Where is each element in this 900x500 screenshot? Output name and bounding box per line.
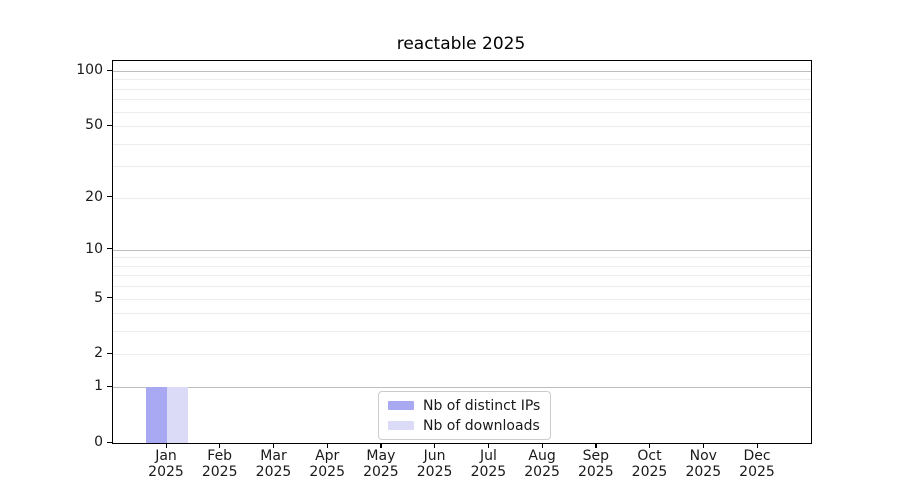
y-tick-label-1: 1: [94, 378, 103, 395]
x-tick-label-sep-2025: Sep 2025: [577, 448, 614, 480]
x-tick-mar-2025: [273, 443, 275, 449]
x-tick-jul-2025: [487, 443, 490, 449]
y-tick-10: [107, 248, 112, 250]
gridline-major-1: [113, 387, 811, 389]
legend-label-downloads: Nb of downloads: [423, 417, 540, 434]
x-tick-dec-2025: [756, 443, 758, 449]
gridline-minor-9: [113, 257, 811, 259]
x-tick-label-nov-2025: Nov 2025: [685, 448, 722, 480]
gridline-minor-70: [113, 99, 811, 101]
gridline-minor-5: [113, 298, 811, 300]
x-tick-label-jun-2025: Jun 2025: [416, 448, 453, 480]
y-tick-label-100: 100: [76, 62, 103, 78]
y-tick-label-2: 2: [94, 345, 103, 362]
x-tick-apr-2025: [326, 443, 328, 449]
gridline-minor-40: [113, 143, 811, 145]
gridline-minor-3: [113, 331, 811, 333]
legend-item-distinct-ips: Nb of distinct IPs: [388, 397, 540, 414]
gridline-minor-30: [113, 166, 811, 168]
bar-nb-of-downloads-jan-2025: [167, 387, 188, 443]
legend-label-distinct-ips: Nb of distinct IPs: [423, 397, 541, 414]
y-tick-50: [107, 124, 112, 126]
gridline-major-100: [113, 71, 811, 72]
gridline-major-10: [113, 249, 811, 251]
y-tick-label-10: 10: [85, 240, 103, 257]
y-tick-5: [107, 297, 112, 299]
bar-nb-of-distinct-ips-jan-2025: [146, 387, 167, 443]
x-tick-label-aug-2025: Aug 2025: [524, 448, 560, 480]
gridline-minor-2: [113, 354, 811, 356]
gridline-minor-6: [113, 286, 811, 288]
x-tick-oct-2025: [649, 443, 651, 449]
y-tick-2: [107, 352, 112, 355]
chart-title: reactable 2025: [396, 34, 526, 54]
gridline-minor-60: [113, 111, 811, 113]
y-tick-label-0: 0: [94, 434, 103, 450]
y-tick-label-20: 20: [85, 188, 103, 205]
x-tick-label-dec-2025: Dec 2025: [739, 448, 775, 480]
x-tick-nov-2025: [702, 443, 705, 449]
x-tick-label-jul-2025: Jul 2025: [470, 448, 507, 480]
x-tick-label-oct-2025: Oct 2025: [631, 448, 668, 480]
gridline-minor-4: [113, 313, 811, 315]
x-tick-label-may-2025: May 2025: [363, 448, 399, 480]
x-tick-feb-2025: [219, 443, 221, 449]
legend-swatch-distinct-ips: [388, 401, 414, 410]
legend: Nb of distinct IPs Nb of downloads: [378, 391, 552, 440]
gridline-minor-80: [113, 88, 811, 90]
plot-area: Nb of distinct IPs Nb of downloads: [112, 60, 812, 444]
x-tick-label-feb-2025: Feb 2025: [201, 448, 238, 480]
x-tick-may-2025: [380, 443, 382, 449]
x-tick-sep-2025: [595, 443, 597, 449]
y-tick-label-50: 50: [85, 117, 103, 134]
gridline-minor-8: [113, 265, 811, 267]
gridline-minor-7: [113, 275, 811, 277]
y-tick-100: [107, 69, 112, 71]
y-tick-label-5: 5: [94, 289, 103, 306]
x-tick-aug-2025: [541, 443, 543, 449]
y-tick-1: [107, 385, 112, 387]
x-tick-jan-2025: [165, 443, 167, 449]
y-tick-0: [107, 441, 112, 443]
x-tick-label-jan-2025: Jan 2025: [148, 448, 184, 480]
x-tick-jun-2025: [434, 443, 436, 449]
y-tick-20: [107, 196, 112, 198]
legend-item-downloads: Nb of downloads: [388, 417, 540, 434]
gridline-minor-50: [113, 126, 811, 128]
legend-swatch-downloads: [388, 421, 414, 430]
gridline-minor-20: [113, 197, 811, 199]
x-tick-label-mar-2025: Mar 2025: [255, 448, 292, 480]
gridline-minor-90: [113, 79, 811, 81]
x-tick-label-apr-2025: Apr 2025: [309, 448, 345, 480]
